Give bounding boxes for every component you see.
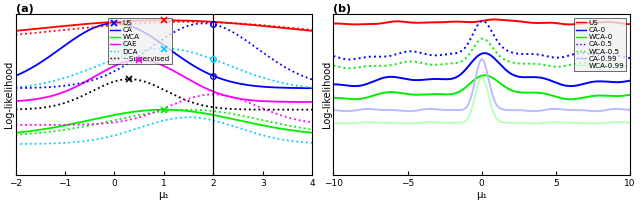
X-axis label: μ₁: μ₁ xyxy=(159,190,170,200)
Legend: US, CA, WCA, CAE, DCA, ···Supervised: US, CA, WCA, CAE, DCA, ···Supervised xyxy=(108,18,172,64)
Y-axis label: Log-likelihood: Log-likelihood xyxy=(4,61,14,128)
Legend: US, CA-0, WCA-0, CA-0.5, WCA-0.5, CA-0.99, WCA-0.99: US, CA-0, WCA-0, CA-0.5, WCA-0.5, CA-0.9… xyxy=(574,18,627,71)
Y-axis label: Log-likelihood: Log-likelihood xyxy=(322,61,332,128)
Text: (b): (b) xyxy=(333,4,351,14)
Text: (a): (a) xyxy=(15,4,33,14)
X-axis label: μ₁: μ₁ xyxy=(476,190,487,200)
